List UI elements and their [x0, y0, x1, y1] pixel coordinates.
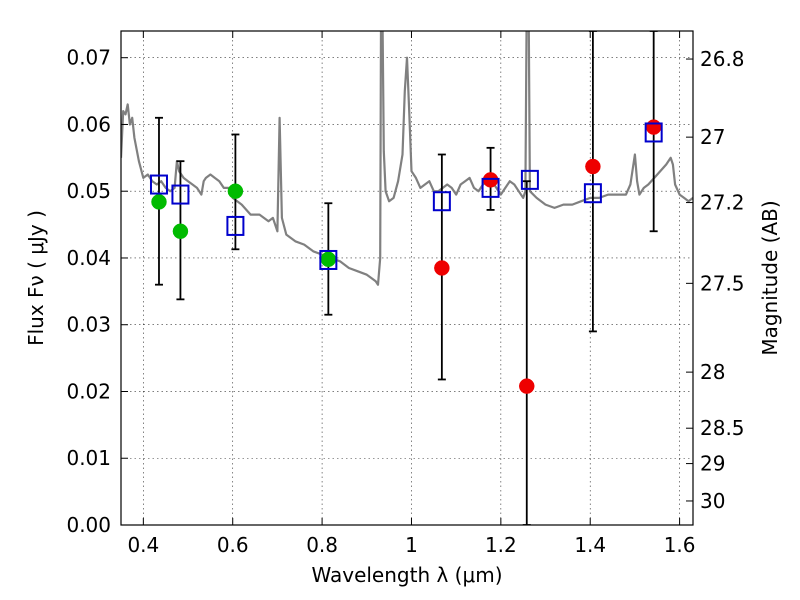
right-tick-label: 27	[700, 125, 725, 149]
ticks: 0.4 0.6 0.8 1 1.2 1.4 1.6 0.00 0.01 0.02 0.03 0.04 0…	[66, 31, 745, 557]
y-tick-label: 0.05	[66, 179, 111, 203]
right-tick-label: 30	[700, 489, 725, 513]
y-tick-label: 0.01	[66, 446, 111, 470]
y-tick-label: 0.06	[66, 112, 111, 136]
red-data-point	[519, 378, 535, 394]
model-square-point	[644, 122, 663, 143]
errorbar-layer	[154, 31, 658, 525]
y-tick-label: 0.03	[66, 313, 111, 337]
x-tick-label: 0.6	[217, 533, 249, 557]
right-tick-label: 26.8	[700, 47, 745, 71]
model-square-point	[149, 174, 168, 195]
red-data-point	[585, 158, 601, 175]
right-tick-label: 29	[700, 452, 725, 476]
x-tick-label: 1.4	[574, 533, 606, 557]
right-tick-label: 27.2	[700, 191, 745, 215]
model-square-point	[319, 249, 338, 270]
y-tick-label: 0.07	[66, 46, 111, 70]
x-axis-label: Wavelength λ (μm)	[311, 563, 502, 587]
plot-frame	[120, 30, 694, 526]
x-tick-label: 1.2	[485, 533, 517, 557]
x-tick-label: 1	[405, 533, 418, 557]
y-axis-label: Flux Fν ( μJy )	[24, 210, 48, 346]
y-tick-label: 0.04	[66, 246, 111, 270]
x-tick-label: 1.6	[664, 533, 696, 557]
marker-layer	[149, 119, 663, 394]
green-data-point	[227, 183, 244, 199]
green-data-point	[320, 251, 337, 268]
right-axis-label: Magnitude (AB)	[758, 200, 782, 355]
green-data-point	[172, 223, 189, 240]
model-square-point	[171, 184, 190, 205]
x-tick-label: 0.4	[127, 533, 159, 557]
model-square-point	[520, 169, 539, 190]
red-data-point	[434, 260, 450, 276]
model-square-point	[432, 191, 451, 212]
template-spectrum-layer	[121, 31, 693, 286]
right-tick-label: 28.5	[700, 416, 745, 440]
model-square-point	[226, 215, 245, 236]
red-data-point	[645, 119, 662, 135]
right-tick-label: 27.5	[700, 271, 745, 295]
y-tick-label: 0.00	[66, 513, 111, 537]
grid	[121, 31, 693, 526]
model-square-point	[481, 177, 500, 198]
x-tick-label: 0.8	[306, 533, 338, 557]
green-data-point	[151, 194, 167, 210]
y-tick-label: 0.02	[66, 379, 111, 403]
model-square-point	[583, 183, 602, 204]
template-spectrum-line	[121, 31, 693, 286]
right-tick-label: 28	[700, 360, 725, 384]
